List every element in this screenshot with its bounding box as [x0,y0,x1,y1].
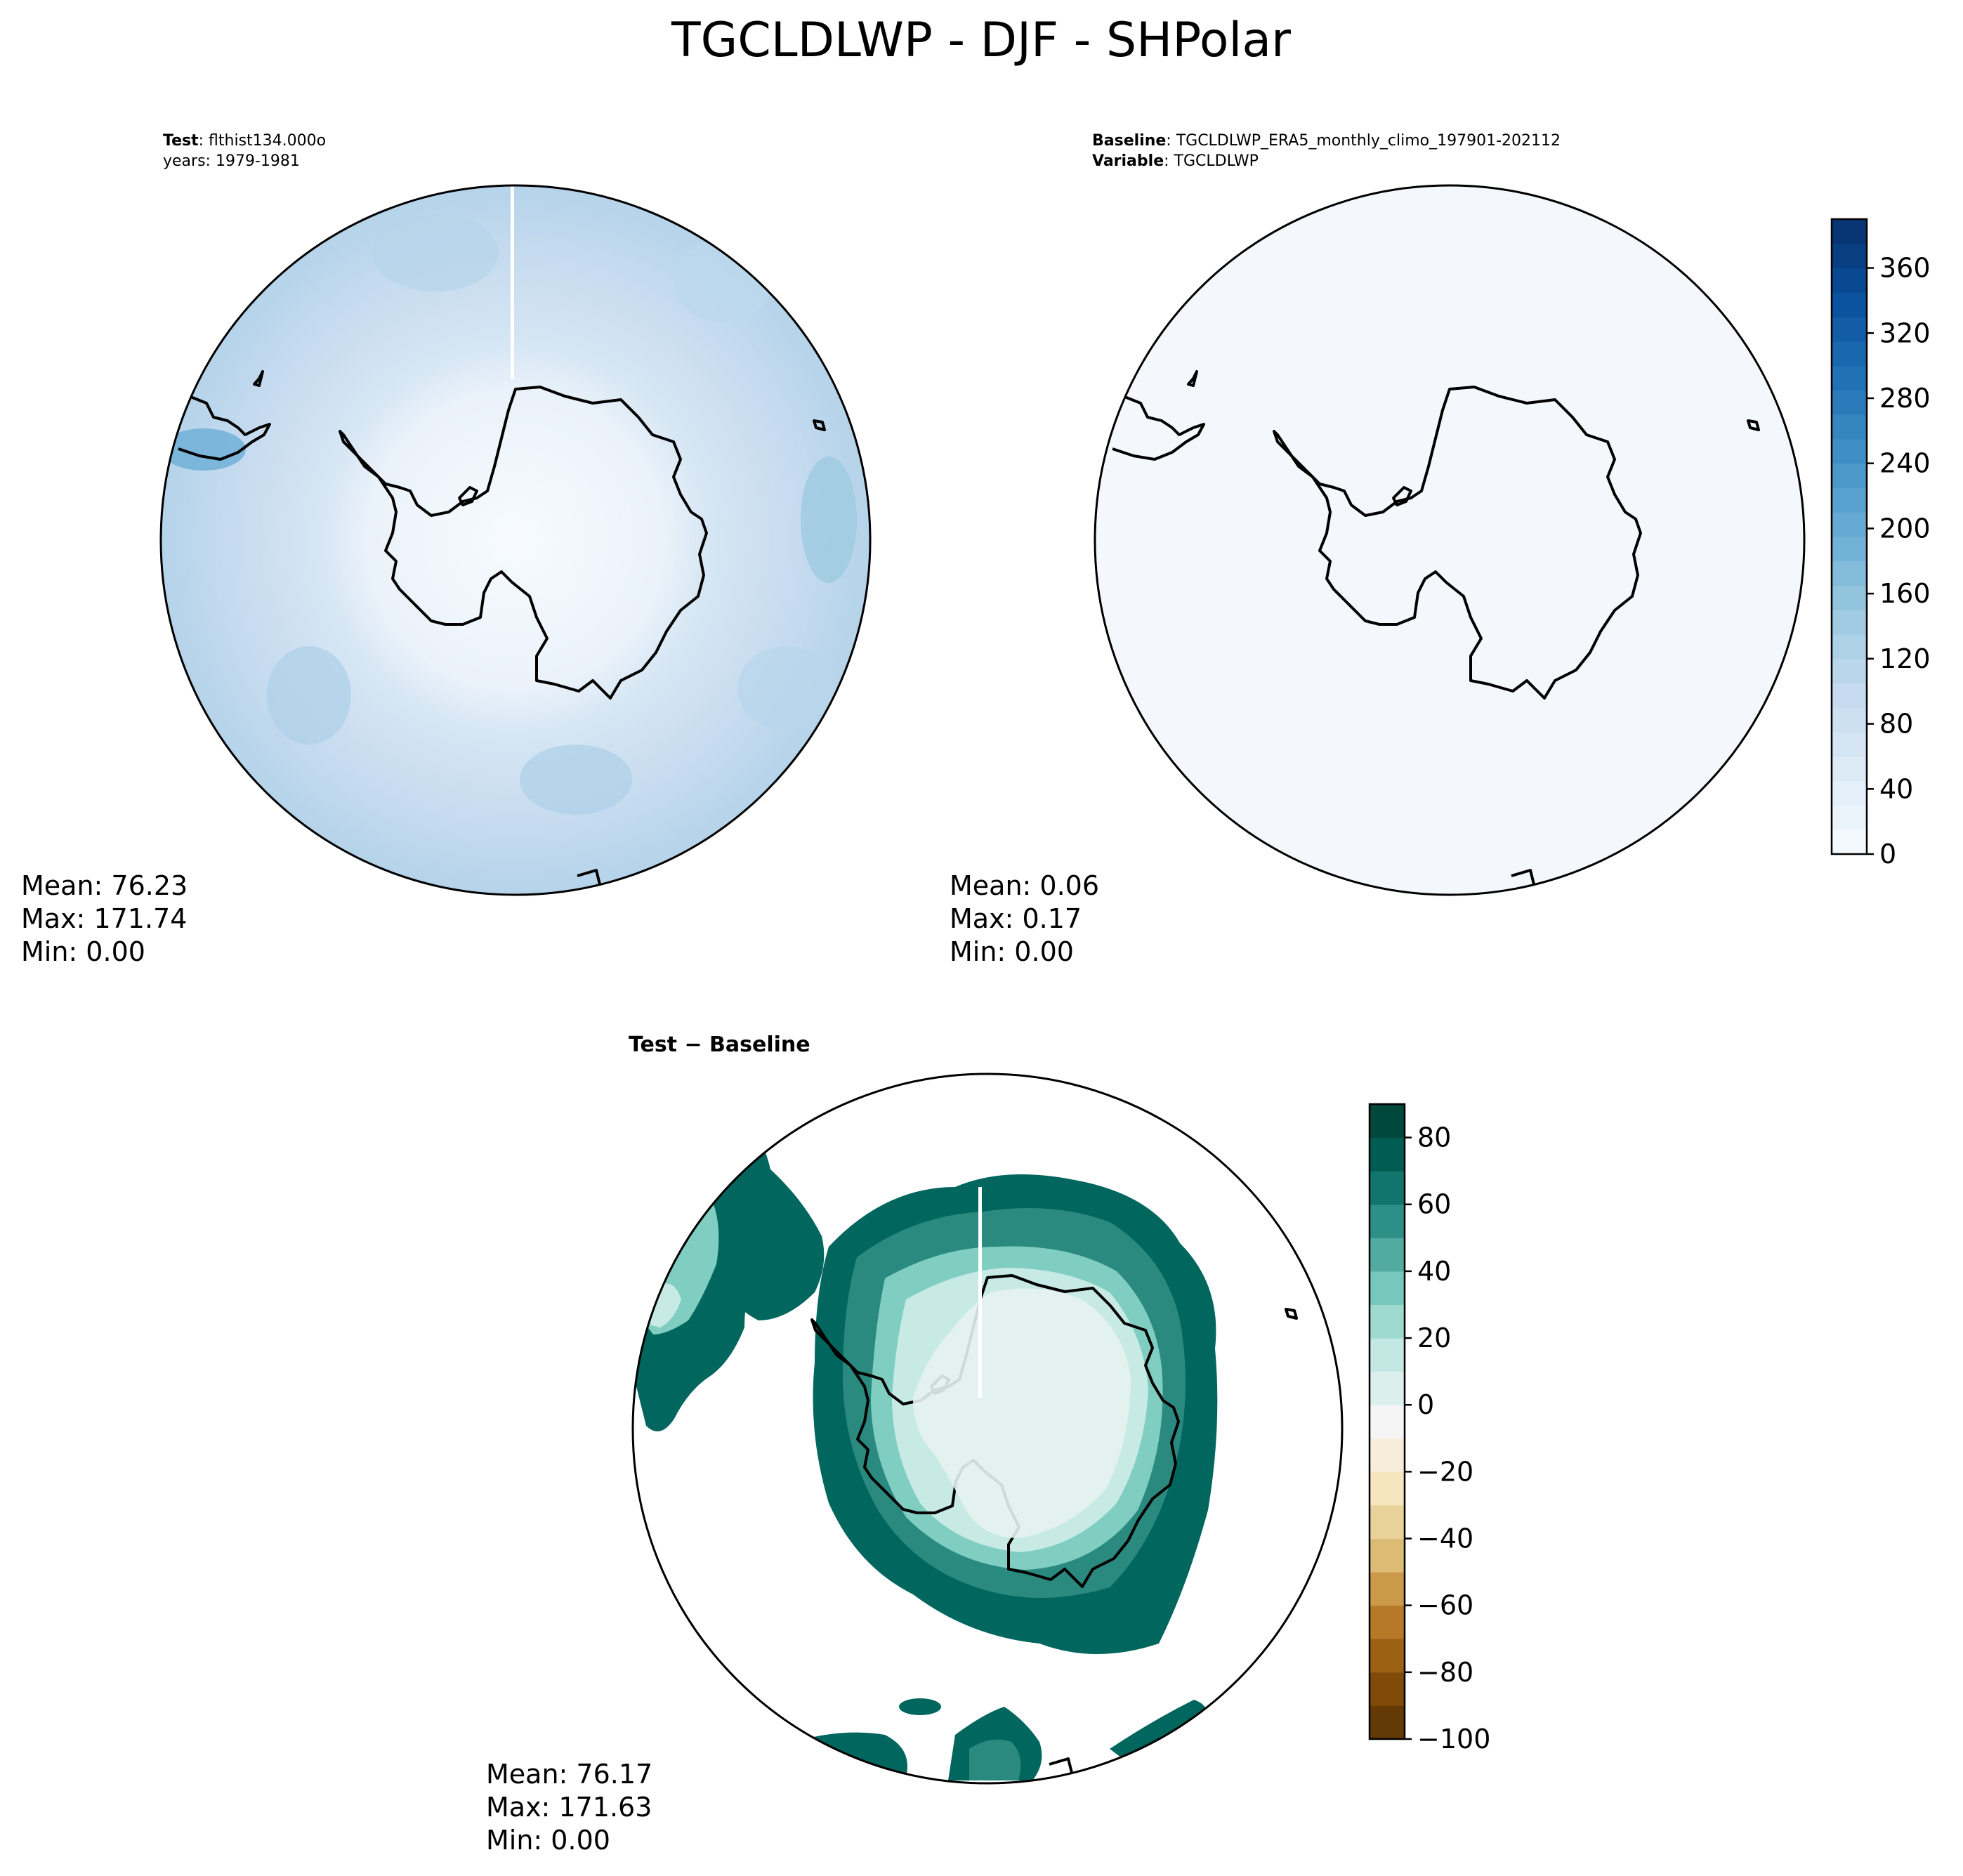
colorbar-brbg: −100 −80 −60 −40 −20 0 20 40 60 80 [1368,1103,1490,1754]
colorbar-brbg-tick-label: −80 [1417,1657,1473,1688]
test-map-boundary [159,184,872,896]
test-years: years: 1979-1981 [163,152,300,170]
colorbar-blues-level [1832,805,1867,830]
test-max: Max: 171.74 [21,903,187,934]
colorbar-brbg-level [1370,1438,1405,1472]
colorbar-brbg-level [1370,1605,1405,1639]
colorbar-blues-tick-label: 160 [1879,578,1931,609]
colorbar-blues-tick-label: 280 [1879,383,1931,414]
colorbar-brbg-level [1370,1104,1405,1139]
test-mean: Mean: 76.23 [21,870,188,901]
colorbar-blues-level [1832,292,1867,317]
colorbar-blues-level [1832,414,1867,440]
colorbar-brbg-tick-label: −100 [1417,1724,1490,1754]
diff-mean: Mean: 76.17 [486,1759,652,1790]
colorbar-brbg-tick-label: 20 [1417,1323,1451,1353]
colorbar-blues-level [1832,365,1867,391]
colorbar-blues-level [1832,341,1867,367]
baseline-max: Max: 0.17 [950,903,1082,934]
test-header: Test: flthist134.000o [163,132,326,150]
colorbar-blues-level [1832,634,1867,660]
colorbar-blues-level [1832,487,1867,513]
colorbar-blues-level [1832,683,1867,708]
colorbar-brbg-level [1370,1338,1405,1372]
colorbar-brbg-tick-label: 80 [1417,1122,1451,1153]
colorbar-blues-tick-label: 0 [1879,839,1896,870]
colorbar-brbg-level [1370,1504,1405,1540]
colorbar-brbg-level [1370,1371,1405,1405]
diff-map-boundary [631,1073,1344,1785]
colorbar-brbg-tick-label: 60 [1417,1189,1451,1220]
colorbar-brbg-level [1370,1672,1405,1706]
colorbar-brbg-level [1370,1538,1405,1573]
colorbar-blues-level [1832,438,1867,464]
colorbar-blues-level [1832,317,1867,342]
test-min: Min: 0.00 [21,936,145,967]
colorbar-blues-level [1832,390,1867,415]
colorbar-brbg-level [1370,1204,1405,1238]
test-panel: Test: flthist134.000o years: 1979-1981 M… [21,132,872,967]
colorbar-blues: 0 40 80 120 160 200 240 280 320 360 [1830,218,1931,870]
colorbar-brbg-level [1370,1471,1405,1506]
colorbar-brbg-level [1370,1271,1405,1305]
colorbar-blues-level [1832,658,1867,684]
diff-min: Min: 0.00 [486,1825,610,1856]
colorbar-brbg-level [1370,1705,1405,1740]
diff-panel: Test − Baseline Mean: 76.17 Ma [486,1032,1490,1856]
baseline-min: Min: 0.00 [950,936,1074,967]
colorbar-blues-level [1832,829,1867,855]
colorbar-blues-tick-label: 40 [1879,773,1913,804]
colorbar-blues-level [1832,610,1867,635]
colorbar-blues-level [1832,512,1867,537]
colorbar-blues-tick-label: 120 [1879,643,1931,674]
colorbar-brbg-level [1370,1137,1405,1172]
colorbar-brbg-tick-label: 40 [1417,1256,1451,1287]
colorbar-brbg-level [1370,1572,1405,1606]
colorbar-blues-tick-label: 80 [1879,709,1913,740]
colorbar-blues-frame [1830,218,1868,855]
test-map-field [161,185,870,895]
baseline-mean: Mean: 0.06 [950,870,1099,901]
colorbar-brbg-frame [1368,1103,1406,1740]
colorbar-blues-level [1832,780,1867,806]
colorbar-blues-level [1832,585,1867,610]
colorbar-blues-level [1832,537,1867,562]
diff-header: Test − Baseline [629,1032,810,1057]
colorbar-brbg-level [1370,1639,1405,1673]
baseline-panel: Baseline: TGCLDLWP_ERA5_monthly_climo_19… [950,132,1931,967]
colorbar-blues-level [1832,463,1867,488]
colorbar-blues-level [1832,219,1867,244]
colorbar-brbg-tick-label: −40 [1417,1523,1473,1554]
diff-max: Max: 171.63 [486,1792,652,1823]
colorbar-blues-tick-label: 240 [1879,448,1931,479]
baseline-header: Baseline: TGCLDLWP_ERA5_monthly_climo_19… [1092,132,1561,150]
figure-title: TGCLDLWP - DJF - SHPolar [671,13,1291,68]
colorbar-blues-level [1832,243,1867,269]
baseline-variable: Variable: TGCLDLWP [1092,152,1259,170]
baseline-map-boundary [1094,184,1806,896]
colorbar-brbg-tick-label: −60 [1417,1590,1473,1621]
colorbar-blues-level [1832,756,1867,782]
colorbar-brbg-tick-label: 0 [1417,1389,1434,1420]
colorbar-blues-tick-label: 320 [1879,317,1931,348]
colorbar-blues-level [1832,560,1867,586]
colorbar-brbg-level [1370,1405,1405,1439]
colorbar-blues-level [1832,268,1867,293]
colorbar-blues-level [1832,707,1867,733]
colorbar-brbg-level [1370,1171,1405,1205]
colorbar-brbg-level [1370,1304,1405,1339]
diff-map-field [633,1074,1342,1783]
colorbar-blues-level [1832,732,1867,757]
colorbar-blues-tick-label: 360 [1879,253,1931,284]
colorbar-blues-tick-label: 200 [1879,513,1931,544]
colorbar-brbg-level [1370,1238,1405,1272]
colorbar-brbg-tick-label: −20 [1417,1456,1473,1487]
baseline-map-field [1095,185,1804,895]
